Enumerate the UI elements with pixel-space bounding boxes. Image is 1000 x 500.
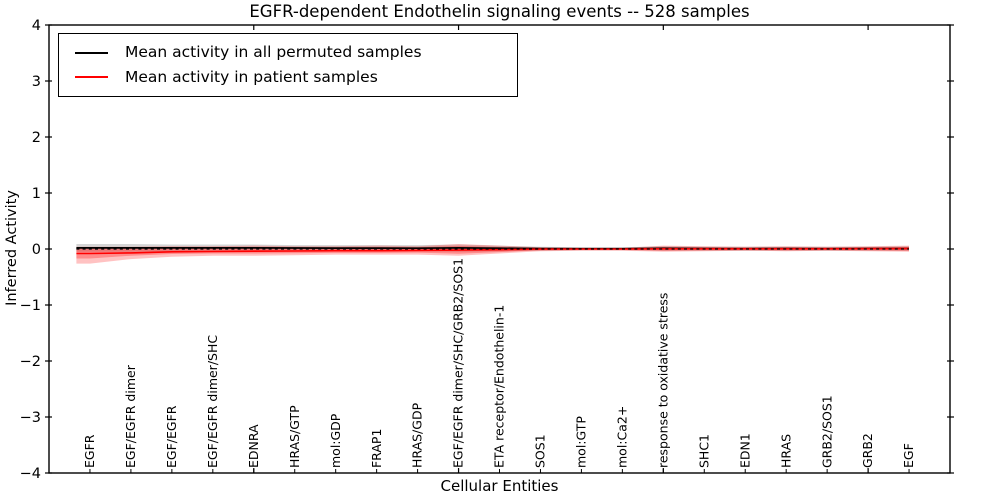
category-label: FRAP1 [369, 429, 384, 468]
x-axis-label: Cellular Entities [440, 477, 559, 495]
category-label: mol:Ca2+ [614, 406, 629, 468]
y-tick-label: −3 [20, 410, 41, 426]
y-tick-label: 1 [32, 186, 41, 202]
category-label: ETA receptor/Endothelin-1 [492, 305, 507, 468]
category-label: GRB2/SOS1 [819, 395, 834, 468]
category-label: EGF/EGFR [164, 405, 179, 468]
legend: Mean activity in all permuted samples Me… [58, 33, 518, 97]
y-tick-label: 0 [32, 242, 41, 258]
category-label: HRAS/GTP [287, 405, 302, 468]
chart-title: EGFR-dependent Endothelin signaling even… [249, 2, 750, 21]
y-tick-label: 2 [32, 130, 41, 146]
category-label: HRAS/GDP [410, 402, 425, 468]
legend-item-patient: Mean activity in patient samples [65, 67, 511, 86]
legend-item-label: Mean activity in patient samples [125, 67, 378, 86]
category-label: EGFR [82, 434, 97, 468]
category-label: EDNRA [246, 424, 261, 468]
y-tick-label: −1 [20, 298, 41, 314]
category-label: EDN1 [737, 433, 752, 468]
category-label: SOS1 [533, 434, 548, 468]
category-label: EGF/EGFR dimer/SHC/GRB2/SOS1 [451, 258, 466, 468]
legend-item-permuted: Mean activity in all permuted samples [65, 43, 511, 61]
category-label: EGF [901, 443, 916, 468]
y-tick-label: 4 [32, 18, 41, 34]
category-label: mol:GDP [328, 413, 343, 468]
legend-line-permuted-swatch [75, 51, 108, 54]
category-label: mol:GTP [574, 416, 589, 468]
category-label: EGF/EGFR dimer [123, 364, 138, 468]
category-label: EGF/EGFR dimer/SHC [205, 335, 220, 468]
y-tick-label: −4 [20, 466, 41, 482]
legend-line-patient-swatch [75, 76, 108, 79]
category-label: HRAS [778, 434, 793, 468]
y-tick-label: 3 [32, 74, 41, 90]
legend-item-label: Mean activity in all permuted samples [125, 43, 422, 61]
category-label: SHC1 [696, 434, 711, 468]
category-label: response to oxidative stress [655, 293, 670, 468]
y-tick-label: −2 [20, 354, 41, 370]
category-label: GRB2 [860, 433, 875, 468]
